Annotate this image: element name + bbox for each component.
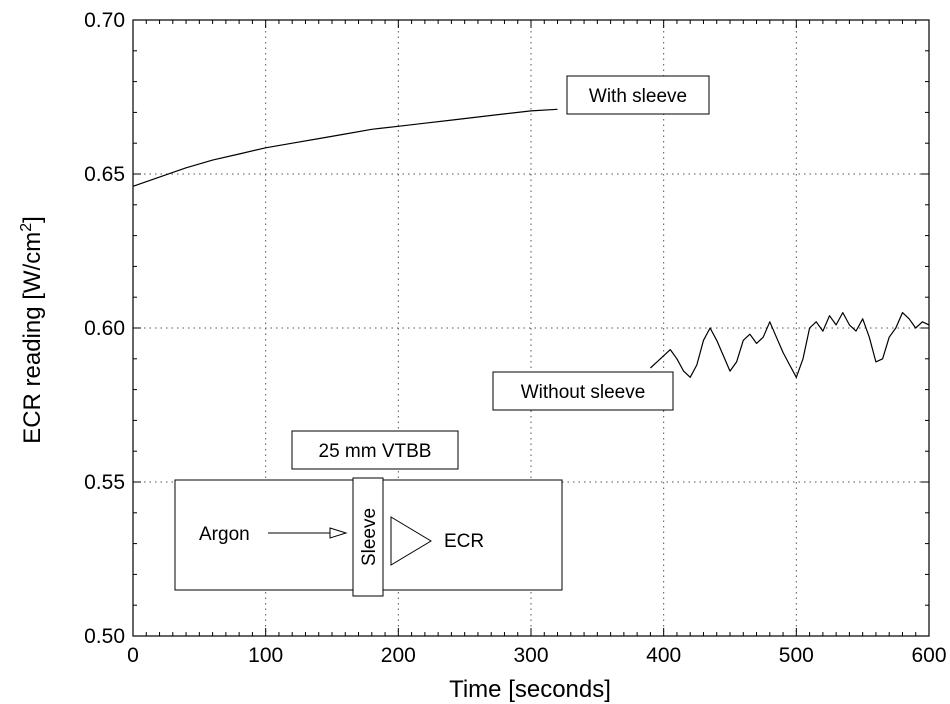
x-tick-label: 200	[381, 644, 416, 667]
x-tick-labels: 0 100 200 300 400 500 600	[127, 644, 946, 667]
y-axis-label-superscript: 2	[18, 223, 35, 232]
y-tick-label: 0.70	[84, 9, 125, 32]
y-tick-label: 0.50	[84, 625, 125, 648]
axis-ticks	[132, 19, 930, 637]
x-axis-label: Time [seconds]	[449, 676, 611, 703]
callout-without-sleeve: Without sleeve	[492, 371, 674, 411]
inset-title: 25 mm VTBB	[319, 441, 432, 462]
x-tick-label: 400	[646, 644, 681, 667]
series-line-with-sleeve	[132, 108, 558, 187]
argon-arrow-head-icon	[329, 527, 348, 539]
callout-with-sleeve: With sleeve	[566, 75, 710, 115]
y-axis-label: ECR reading [W/cm2]	[18, 216, 46, 444]
y-tick-labels: 0.50 0.55 0.60 0.65 0.70	[84, 9, 125, 648]
ecr-label: ECR	[444, 531, 484, 552]
x-tick-label: 100	[248, 644, 283, 667]
callout-without-sleeve-text: Without sleeve	[521, 382, 646, 403]
callout-with-sleeve-text: With sleeve	[589, 86, 687, 107]
x-tick-label: 600	[911, 644, 946, 667]
x-tick-label: 300	[513, 644, 548, 667]
y-tick-label: 0.65	[84, 163, 125, 186]
series-line-without-sleeve	[649, 312, 930, 378]
y-tick-label: 0.60	[84, 317, 125, 340]
x-tick-label: 0	[127, 644, 139, 667]
inset-diagram: 25 mm VTBB Sleeve Argon ECR	[174, 430, 563, 597]
x-tick-label: 500	[779, 644, 814, 667]
inset-title-box	[291, 430, 459, 470]
y-tick-label: 0.55	[84, 471, 125, 494]
sleeve-box	[352, 477, 384, 597]
argon-label: Argon	[199, 524, 250, 545]
sleeve-label: Sleeve	[359, 508, 380, 566]
y-axis-label-main: ECR reading [W/cm	[19, 232, 46, 444]
series-layer	[132, 108, 930, 378]
ecr-detector-icon	[390, 516, 432, 566]
plot-frame	[132, 19, 930, 637]
y-axis-label-close: ]	[19, 216, 46, 223]
